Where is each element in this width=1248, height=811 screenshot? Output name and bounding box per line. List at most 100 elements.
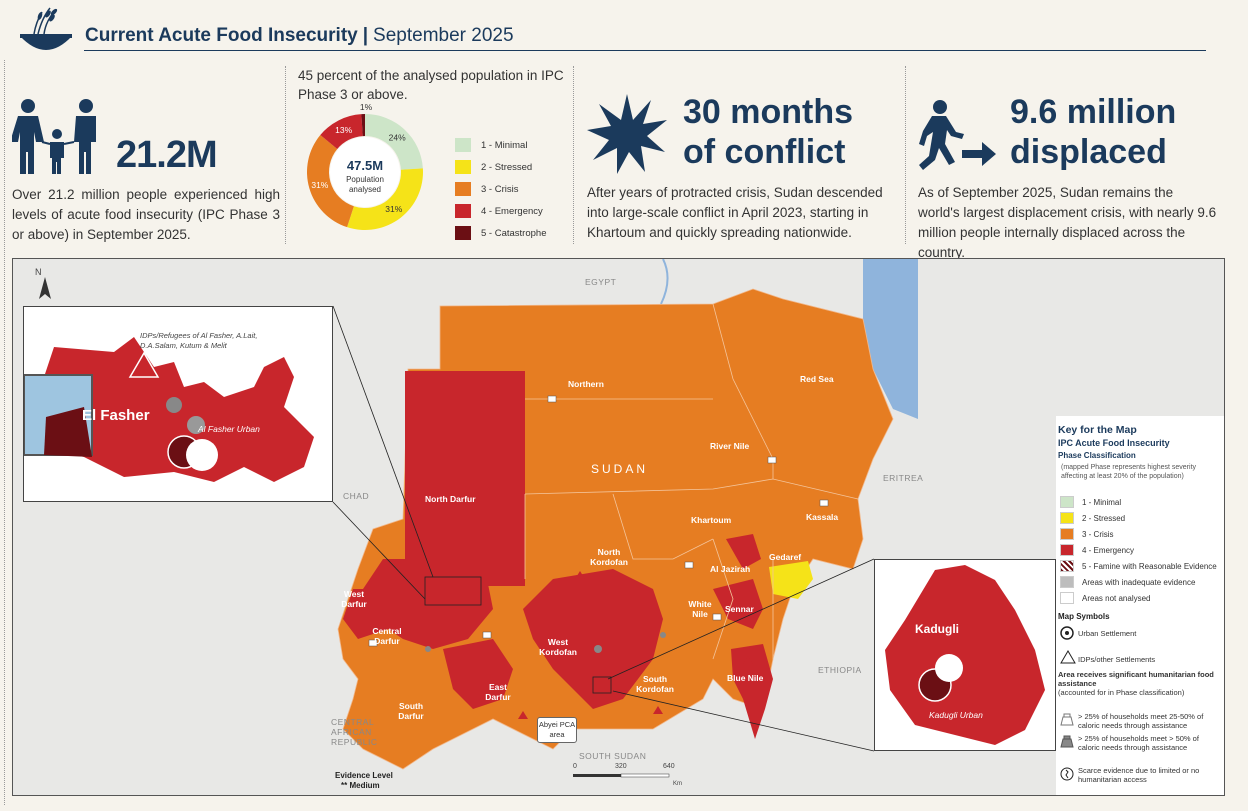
- donut-slice: [320, 114, 363, 150]
- kpi-people: 21.2M Over 21.2 million people experienc…: [10, 66, 280, 248]
- urban-settlement-icon: [1060, 626, 1074, 640]
- urban-settlement-label: Urban Settlement: [1078, 629, 1137, 638]
- key-subtitle2: Phase Classification: [1058, 451, 1136, 460]
- page-title: Current Acute Food Insecurity | September …: [85, 25, 514, 46]
- key-label: 4 - Emergency: [1082, 545, 1135, 555]
- emergency-zone: [726, 534, 761, 569]
- idp-settlement-icon: [1060, 650, 1076, 664]
- state-label: Gedaref: [769, 552, 802, 562]
- urban-label: Al Fasher Urban: [198, 424, 260, 434]
- scale-bar: [573, 773, 670, 778]
- people-text: Over 21.2 million people experienced hig…: [12, 187, 280, 242]
- key-label: 3 - Crisis: [1082, 529, 1114, 539]
- country-label: CHAD: [343, 491, 370, 501]
- legend-swatch: [455, 182, 471, 196]
- assist-50-label: > 25% of households meet > 50% of calori…: [1078, 734, 1199, 752]
- kadugli-inset: Kadugli Kadugli Urban: [874, 559, 1056, 751]
- el-fasher-label: El Fasher: [82, 407, 150, 424]
- donut-value-label: 1%: [360, 102, 373, 112]
- evidence-level: Evidence Level ** Medium: [335, 771, 393, 790]
- sack-dark-icon: [1060, 735, 1074, 748]
- assistance-title: Area receives significant humanitarian f…: [1058, 670, 1214, 688]
- north-arrow-label: N: [35, 267, 42, 277]
- state-label: Northern: [568, 379, 604, 389]
- walking-person-icon: [919, 100, 996, 170]
- legend-item: 5 - Catastrophe: [455, 222, 546, 244]
- kpi-displaced: 9.6 million displaced As of September 20…: [918, 66, 1228, 260]
- scale-label: 320: [615, 763, 627, 770]
- donut-slice: [307, 135, 354, 228]
- state-label: Blue Nile: [727, 673, 764, 683]
- idp-label: IDPs/Refugees of Al Fasher, A.Lait, D.A.…: [140, 331, 258, 350]
- country-label: ETHIOPIA: [818, 665, 862, 675]
- conflict-text: After years of protracted crisis, Sudan …: [587, 185, 883, 240]
- scarce-evidence-label: Scarce evidence due to limited or no hum…: [1078, 766, 1200, 784]
- state-label: Al Jazirah: [710, 564, 751, 574]
- key-swatch: [1060, 592, 1074, 604]
- legend-label: 3 - Crisis: [481, 183, 519, 195]
- key-swatch: [1060, 512, 1074, 524]
- key-phase-item: Areas not analysed: [1060, 592, 1151, 604]
- header-divider: [84, 50, 1206, 51]
- kadugli-map: [885, 565, 1045, 745]
- key-title: Key for the Map: [1058, 424, 1137, 436]
- el-fasher-map: [23, 337, 314, 482]
- legend-label: 4 - Emergency: [481, 205, 543, 217]
- key-label: 5 - Famine with Reasonable Evidence: [1082, 561, 1217, 571]
- legend-item: 2 - Stressed: [455, 156, 546, 178]
- key-swatch: [1060, 544, 1074, 556]
- donut-value-label: 31%: [385, 204, 402, 214]
- north-darfur-emergency: [405, 371, 525, 586]
- el-fasher-inset: IDPs/Refugees of Al Fasher, A.Lait, D.A.…: [23, 306, 333, 502]
- state-label: West Darfur: [341, 589, 367, 609]
- legend-swatch: [455, 160, 471, 174]
- key-phase-item: 1 - Minimal: [1060, 496, 1121, 508]
- assistance-note: (accounted for in Phase classification): [1058, 688, 1185, 697]
- key-label: Areas not analysed: [1082, 593, 1151, 603]
- emergency-zone: [731, 644, 773, 739]
- urban-label: Kadugli Urban: [929, 710, 983, 720]
- state-label: South Darfur: [398, 701, 424, 721]
- country-label: CENTRAL AFRICAN REPUBLIC: [331, 717, 378, 747]
- country-label: SOUTH SUDAN: [579, 751, 647, 761]
- red-sea: [863, 259, 918, 419]
- legend-item: 4 - Emergency: [455, 200, 546, 222]
- key-label: 2 - Stressed: [1082, 513, 1126, 523]
- displaced-value: 9.6 million displaced: [1010, 93, 1177, 171]
- state-label: Khartoum: [691, 515, 732, 525]
- legend-swatch: [455, 204, 471, 218]
- state-label: North Kordofan: [590, 547, 628, 567]
- state-label: White Nile: [688, 599, 712, 619]
- donut-slice: [365, 114, 423, 170]
- header: Current Acute Food Insecurity | September …: [0, 0, 1248, 60]
- state-label: Central Darfur: [372, 626, 402, 646]
- donut-center-text: Population: [346, 175, 384, 184]
- key-swatch: [1060, 560, 1074, 572]
- emergency-zone: [363, 559, 493, 649]
- gedaref-stressed: [769, 561, 813, 599]
- key-phase-item: 4 - Emergency: [1060, 544, 1134, 556]
- phase-legend: 1 - Minimal 2 - Stressed 3 - Crisis 4 - Eme…: [455, 134, 546, 244]
- emergency-zone: [443, 639, 513, 709]
- explosion-icon: [587, 94, 667, 174]
- conflict-value: 30 months of conflict: [683, 93, 854, 171]
- map-key: Key for the Map IPC Acute Food Insecurit…: [1056, 416, 1224, 795]
- donut-slice: [347, 168, 423, 230]
- key-label: 1 - Minimal: [1082, 497, 1122, 507]
- legend-item: 1 - Minimal: [455, 134, 546, 156]
- key-phase-item: 3 - Crisis: [1060, 528, 1114, 540]
- scale-label: 0: [573, 763, 577, 770]
- scale-label: 640: [663, 763, 675, 770]
- country-label: ERITREA: [883, 473, 924, 483]
- donut-center-text: 47.5M: [347, 158, 383, 173]
- kpi-analysed: 45 percent of the analysed population in…: [295, 66, 567, 248]
- key-swatch: [1060, 528, 1074, 540]
- donut-value-label: 13%: [335, 125, 352, 135]
- state-label: River Nile: [710, 441, 750, 451]
- sack-light-icon: [1060, 713, 1074, 726]
- country-label: SUDAN: [591, 462, 649, 476]
- kadugli-label: Kadugli: [915, 622, 959, 636]
- scarce-evidence-icon: [1060, 767, 1074, 781]
- map-symbols-title: Map Symbols: [1058, 612, 1110, 621]
